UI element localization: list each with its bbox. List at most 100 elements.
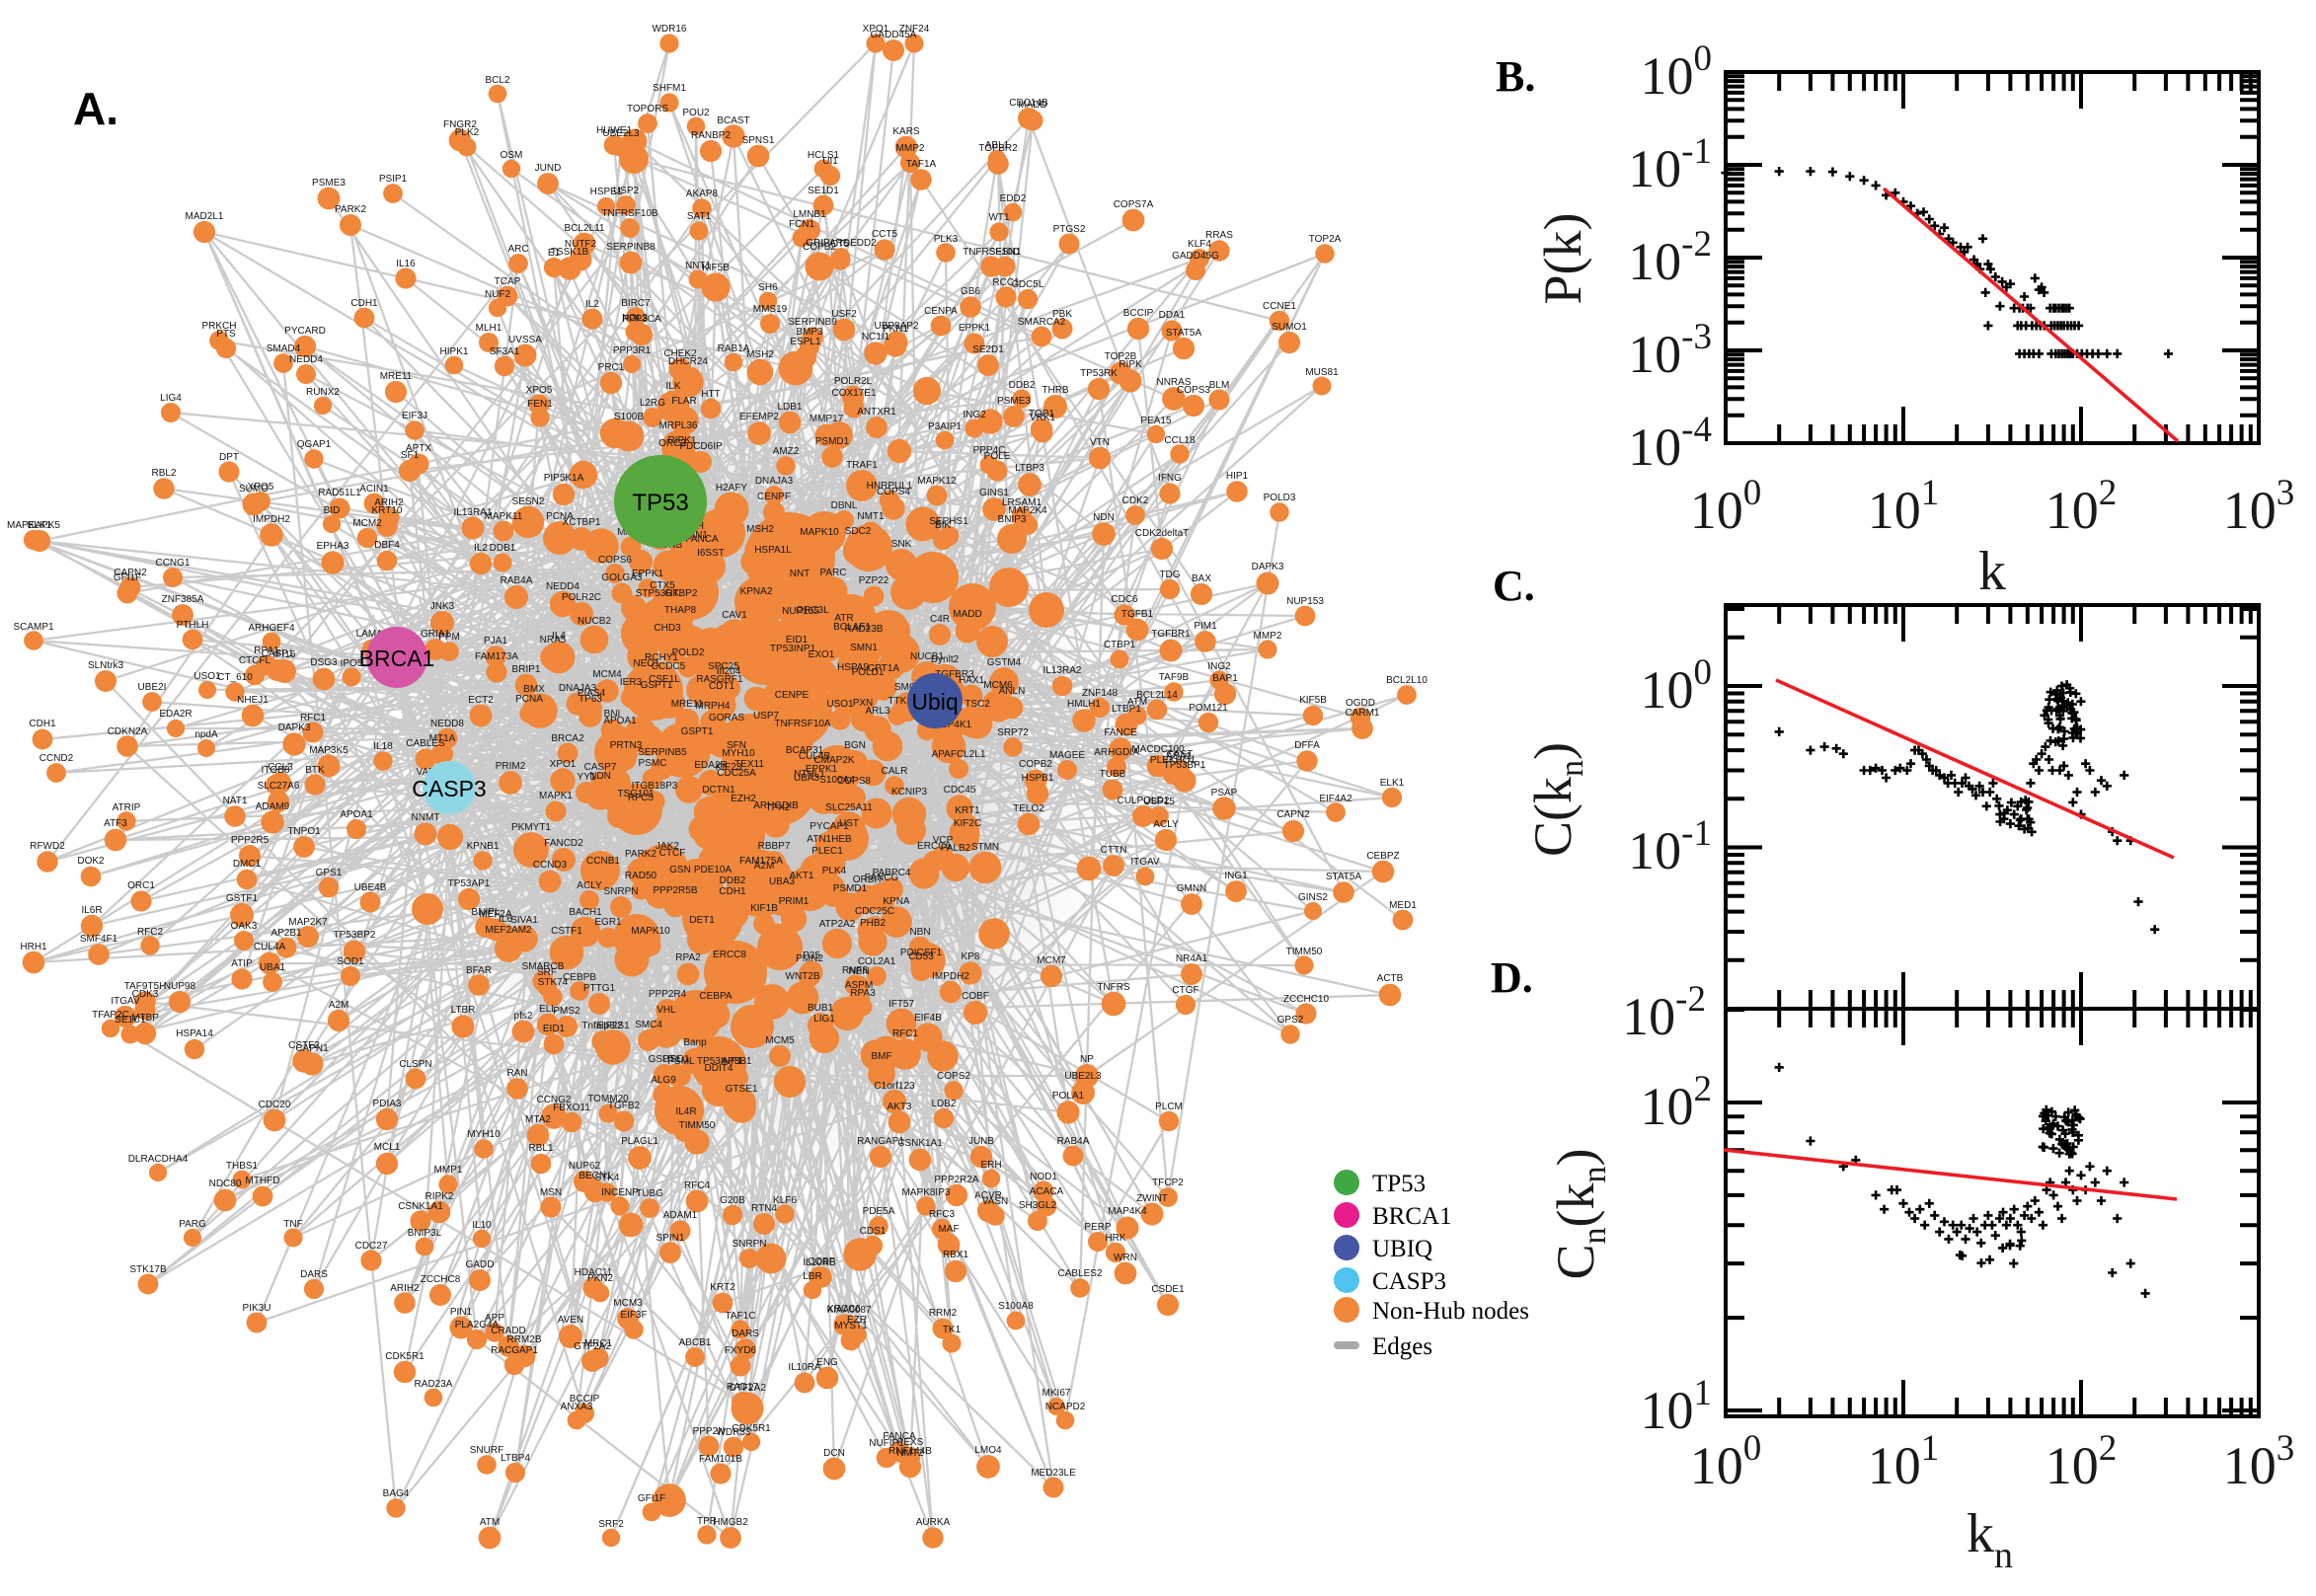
svg-text:CDH1: CDH1	[350, 298, 378, 309]
svg-text:kn: kn	[1967, 1503, 2013, 1576]
svg-text:KIF5B: KIF5B	[702, 263, 730, 273]
svg-text:CULPOLD2: CULPOLD2	[1118, 796, 1170, 806]
svg-text:HIP1: HIP1	[1226, 471, 1249, 482]
svg-text:HMLH1: HMLH1	[1067, 699, 1101, 710]
svg-text:RPA3: RPA3	[850, 988, 876, 999]
svg-text:PDE5A: PDE5A	[863, 1206, 895, 1217]
svg-text:LIG1: LIG1	[813, 1014, 835, 1025]
svg-text:NNT: NNT	[790, 569, 811, 579]
svg-text:USO1: USO1	[662, 1054, 690, 1065]
svg-text:FCN1: FCN1	[789, 219, 815, 230]
svg-text:UBE2L3: UBE2L3	[1064, 1071, 1102, 1082]
svg-text:RAD23B: RAD23B	[845, 624, 884, 635]
svg-text:WT1: WT1	[988, 212, 1010, 223]
svg-text:TP53INP1: TP53INP1	[697, 1056, 743, 1067]
svg-text:RBL1: RBL1	[528, 1143, 553, 1154]
svg-text:CDK2: CDK2	[1122, 495, 1149, 506]
svg-text:RAD23A: RAD23A	[415, 1379, 453, 1390]
svg-text:TP53RK: TP53RK	[1080, 368, 1118, 379]
svg-text:GOLGA3: GOLGA3	[601, 572, 643, 583]
svg-text:NHEJ1: NHEJ1	[237, 695, 269, 706]
svg-text:KIF5B: KIF5B	[1299, 695, 1327, 706]
svg-text:SMARCB: SMARCB	[522, 961, 565, 972]
svg-text:IL13RA1: IL13RA1	[454, 507, 493, 518]
svg-text:COPS4: COPS4	[877, 487, 910, 497]
svg-text:MSH2: MSH2	[746, 349, 774, 360]
svg-text:IFI16: IFI16	[273, 649, 296, 660]
svg-text:NNRAS: NNRAS	[1156, 377, 1191, 388]
svg-text:GTBP2: GTBP2	[665, 588, 698, 599]
svg-text:DAPK3: DAPK3	[278, 722, 311, 733]
svg-text:TP53BP1: TP53BP1	[1164, 760, 1206, 771]
svg-text:POLR2C: POLR2C	[562, 592, 601, 603]
svg-text:CDK2deltaT: CDK2deltaT	[1135, 528, 1189, 539]
svg-text:RFWD2: RFWD2	[30, 841, 65, 852]
svg-text:STAT5A: STAT5A	[1166, 328, 1202, 339]
svg-text:SRF: SRF	[537, 967, 557, 978]
svg-text:PLK2: PLK2	[455, 127, 480, 138]
svg-text:KLF4: KLF4	[1188, 239, 1211, 250]
svg-text:PTTG1: PTTG1	[583, 983, 616, 994]
svg-text:TP53INP1: TP53INP1	[770, 644, 816, 654]
svg-text:KPNA: KPNA	[883, 896, 910, 907]
svg-text:MEF2A: MEF2A	[479, 909, 512, 920]
svg-text:CDC45: CDC45	[944, 785, 976, 796]
svg-text:BNI: BNI	[604, 709, 621, 720]
svg-text:Edges: Edges	[1372, 1333, 1432, 1360]
svg-text:POM121: POM121	[1189, 703, 1228, 714]
svg-text:SNRPN: SNRPN	[732, 1239, 766, 1250]
svg-text:HRH1: HRH1	[20, 942, 47, 952]
svg-text:CDC20: CDC20	[259, 1100, 291, 1110]
svg-text:COBF: COBF	[962, 991, 989, 1002]
svg-text:STMN: STMN	[971, 842, 999, 853]
svg-text:MAP2K4: MAP2K4	[1008, 505, 1047, 516]
svg-text:SEPHS1: SEPHS1	[929, 516, 968, 527]
svg-text:NUF2: NUF2	[485, 289, 511, 300]
svg-text:FANCA: FANCA	[883, 1431, 916, 1442]
svg-text:C1orf123: C1orf123	[874, 1081, 915, 1092]
svg-text:CEBPA: CEBPA	[699, 991, 732, 1002]
svg-text:CAPN2: CAPN2	[114, 568, 147, 578]
svg-text:GSPT1: GSPT1	[649, 1054, 681, 1065]
svg-text:NP: NP	[1080, 1054, 1094, 1065]
svg-text:TOP2B: TOP2B	[1105, 351, 1137, 362]
svg-text:CDC6: CDC6	[1111, 594, 1138, 605]
svg-text:GB6: GB6	[961, 286, 980, 297]
svg-text:BCLAF1: BCLAF1	[833, 622, 871, 633]
svg-text:CEBPB: CEBPB	[563, 972, 596, 983]
svg-text:PTGS2: PTGS2	[1053, 224, 1086, 235]
svg-text:USP7: USP7	[753, 711, 780, 722]
svg-text:TFAP2C: TFAP2C	[92, 1010, 129, 1021]
svg-text:ILK: ILK	[665, 381, 680, 392]
svg-text:TCAP: TCAP	[495, 276, 521, 287]
svg-text:TELO2: TELO2	[1013, 803, 1044, 814]
svg-text:ACTB: ACTB	[1377, 973, 1404, 984]
svg-text:PYCARD: PYCARD	[284, 326, 326, 337]
svg-text:PPP2R5: PPP2R5	[231, 835, 270, 846]
svg-text:YY1: YY1	[578, 772, 596, 783]
svg-text:CTX5: CTX5	[650, 580, 675, 591]
svg-text:TEX11: TEX11	[734, 759, 764, 770]
svg-text:PIN1: PIN1	[450, 1307, 473, 1318]
svg-text:SDC2: SDC2	[845, 526, 872, 537]
svg-text:PRTN3: PRTN3	[610, 740, 643, 751]
svg-text:PPP3R1: PPP3R1	[613, 345, 652, 356]
svg-text:CSDE1: CSDE1	[1151, 1284, 1185, 1295]
svg-text:APOA1: APOA1	[603, 716, 637, 726]
svg-text:EIF4B: EIF4B	[914, 1013, 942, 1024]
svg-text:CCND2: CCND2	[39, 753, 74, 764]
svg-text:XPO5: XPO5	[248, 482, 274, 493]
svg-text:RAD51L1: RAD51L1	[318, 488, 361, 498]
svg-text:NEDD4: NEDD4	[289, 354, 323, 365]
svg-text:RASGRF1: RASGRF1	[696, 674, 743, 685]
svg-text:KIAA0087: KIAA0087	[826, 1305, 871, 1316]
svg-text:PXN: PXN	[853, 698, 874, 709]
svg-text:CHD3: CHD3	[654, 623, 681, 634]
svg-text:GORAS: GORAS	[709, 713, 744, 723]
svg-text:DDIT4: DDIT4	[705, 1063, 733, 1074]
svg-text:PSIP1: PSIP1	[379, 174, 408, 185]
svg-text:CABLES: CABLES	[406, 738, 445, 749]
svg-text:RRM2B: RRM2B	[506, 1334, 541, 1345]
svg-text:EPPK1: EPPK1	[806, 764, 838, 775]
svg-text:KARS: KARS	[892, 126, 920, 137]
